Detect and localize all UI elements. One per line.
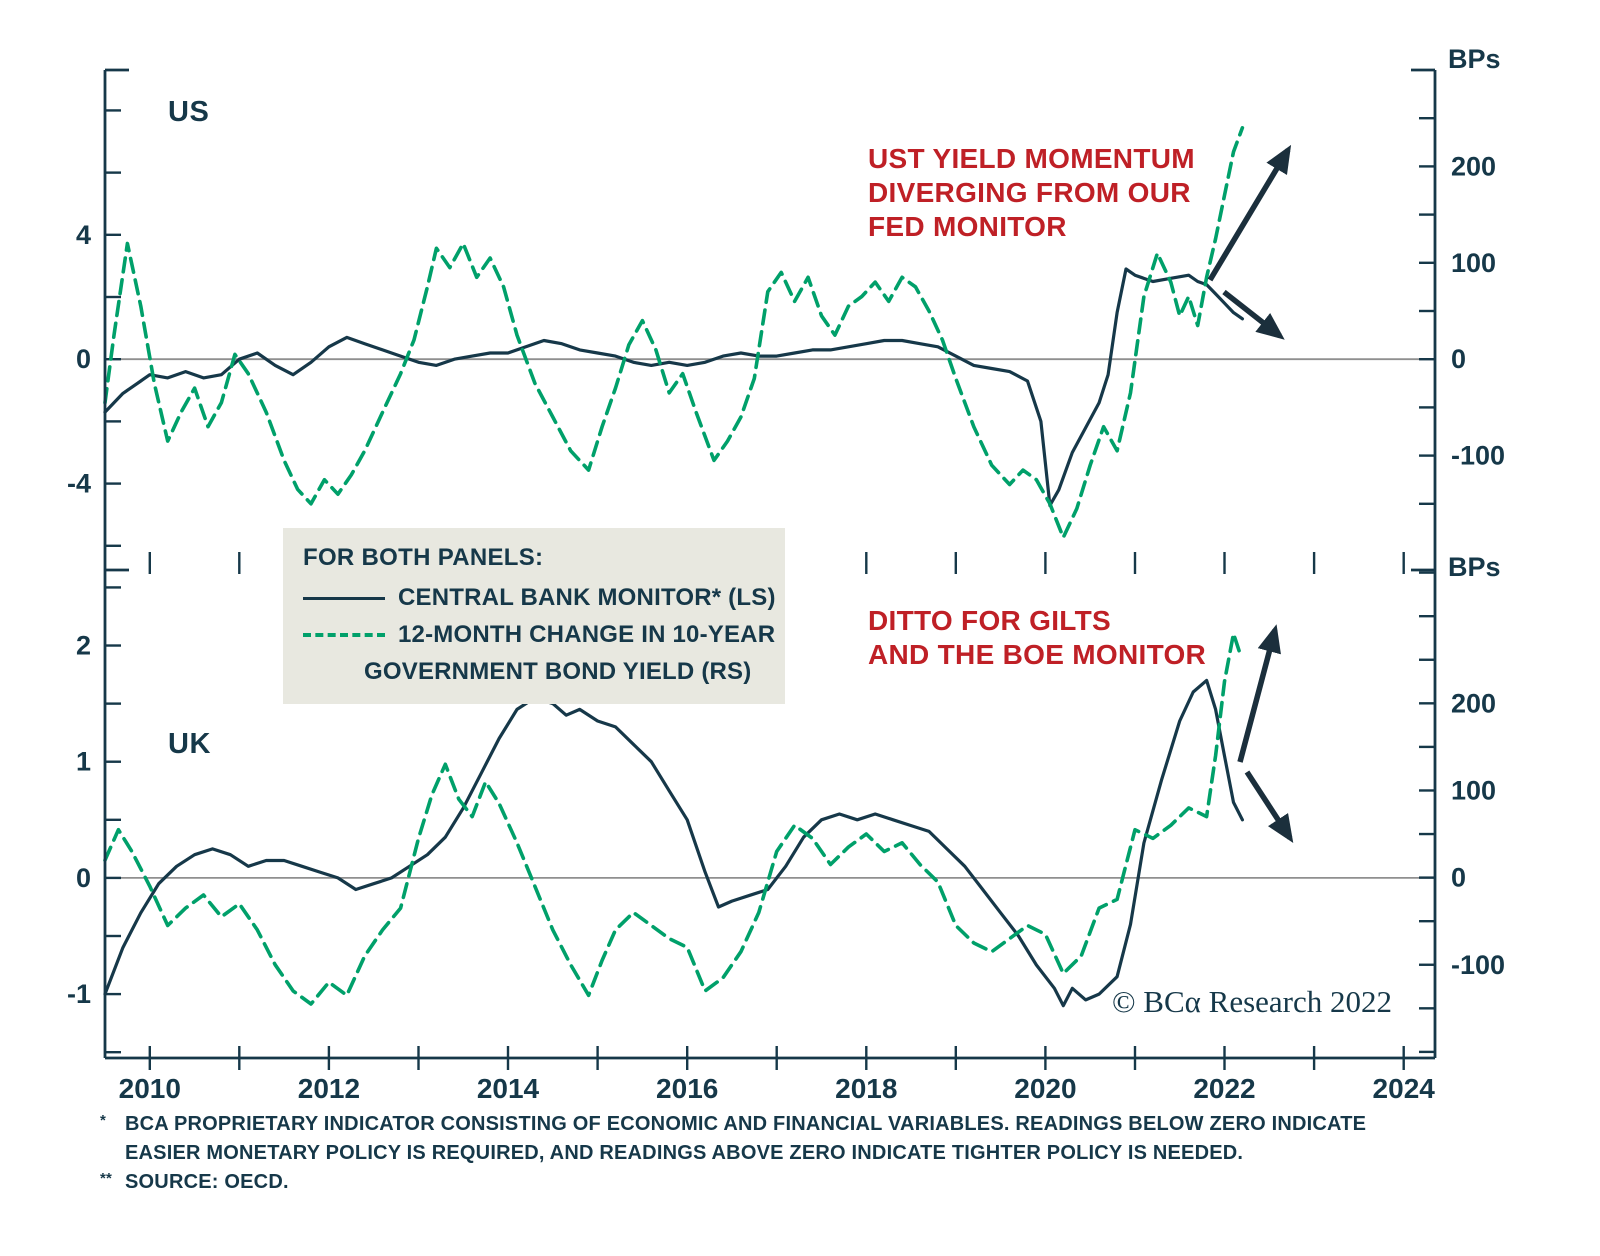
uk-left-tick-label: 0 — [76, 863, 91, 893]
uk-right-tick-label: -100 — [1451, 950, 1505, 980]
us-left-tick-label: 4 — [76, 220, 91, 250]
legend: FOR BOTH PANELS: CENTRAL BANK MONITOR* (… — [283, 528, 785, 704]
uk-yield-change-line — [103, 631, 1243, 1006]
uk-diverge-down-arrow — [1244, 770, 1294, 844]
uk-left-tick-label: 1 — [76, 747, 91, 777]
footnote-2: ** SOURCE: OECD. — [100, 1168, 1400, 1197]
legend-label-monitor: CENTRAL BANK MONITOR* (LS) — [398, 584, 776, 611]
legend-item-yield-cont: GOVERNMENT BOND YIELD (RS) — [303, 658, 785, 686]
uk-callout: DITTO FOR GILTS AND THE BOE MONITOR — [868, 604, 1206, 672]
x-tick-label: 2014 — [477, 1073, 540, 1104]
x-tick-label: 2016 — [656, 1073, 718, 1104]
us-diverge-down-arrow — [1222, 289, 1285, 340]
uk-left-tick-label: 2 — [76, 631, 91, 661]
dashed-line-sample-icon — [303, 633, 385, 637]
x-tick-label: 2022 — [1193, 1073, 1255, 1104]
bps-axis-label-top: BPs — [1448, 44, 1501, 74]
footnotes: * BCA PROPRIETARY INDICATOR CONSISTING O… — [100, 1110, 1400, 1197]
uk-callout-line-1: DITTO FOR GILTS — [868, 605, 1112, 636]
copyright-notice: © BCα Research 2022 — [1112, 984, 1392, 1019]
uk-monitor-line — [103, 678, 1244, 1008]
us-diverge-up-arrow — [1207, 144, 1292, 282]
us-left-tick-label: 0 — [76, 344, 91, 374]
x-tick-label: 2010 — [119, 1073, 181, 1104]
bps-axis-label-bottom: BPs — [1448, 552, 1501, 582]
legend-title: FOR BOTH PANELS: — [303, 544, 544, 571]
x-tick-label: 2012 — [298, 1073, 360, 1104]
uk-right-tick-label: 100 — [1451, 775, 1496, 805]
uk-right-tick-label: 200 — [1451, 688, 1496, 718]
legend-label-yield-line1: 12-MONTH CHANGE IN 10-YEAR — [398, 621, 776, 648]
legend-item-yield: 12-MONTH CHANGE IN 10-YEAR — [303, 621, 785, 649]
us-left-tick-label: -4 — [67, 469, 91, 499]
x-tick-label: 2018 — [835, 1073, 897, 1104]
us-right-tick-label: -100 — [1451, 441, 1505, 471]
footnote-1-marker: * — [100, 1112, 107, 1129]
us-panel-label: US — [168, 96, 210, 128]
solid-line-sample-icon — [303, 596, 385, 600]
footnote-1-text: BCA PROPRIETARY INDICATOR CONSISTING OF … — [125, 1113, 1367, 1164]
us-monitor-line — [103, 267, 1244, 507]
footnote-1: * BCA PROPRIETARY INDICATOR CONSISTING O… — [100, 1110, 1400, 1168]
uk-callout-line-2: AND THE BOE MONITOR — [868, 639, 1207, 670]
us-right-tick-label: 100 — [1451, 248, 1496, 278]
us-callout-line-1: UST YIELD MOMENTUM — [868, 143, 1195, 174]
footnote-2-marker: ** — [100, 1170, 113, 1187]
us-right-tick-label: 0 — [1451, 344, 1466, 374]
us-callout: UST YIELD MOMENTUM DIVERGING FROM OUR FE… — [868, 142, 1195, 244]
us-right-tick-label: 200 — [1451, 151, 1496, 181]
legend-label-yield-line2: GOVERNMENT BOND YIELD (RS) — [364, 658, 752, 685]
us-callout-line-2: DIVERGING FROM OUR — [868, 177, 1191, 208]
us-callout-line-3: FED MONITOR — [868, 211, 1067, 242]
uk-right-tick-label: 0 — [1451, 863, 1466, 893]
x-tick-label: 2024 — [1373, 1073, 1436, 1104]
uk-left-tick-label: -1 — [67, 979, 91, 1009]
footnote-2-text: SOURCE: OECD. — [125, 1171, 289, 1193]
x-tick-label: 2020 — [1014, 1073, 1076, 1104]
uk-panel-label: UK — [168, 728, 211, 760]
legend-item-monitor: CENTRAL BANK MONITOR* (LS) — [303, 584, 785, 612]
uk-diverge-up-arrow — [1237, 624, 1281, 763]
us-yield-change-line — [103, 126, 1245, 540]
